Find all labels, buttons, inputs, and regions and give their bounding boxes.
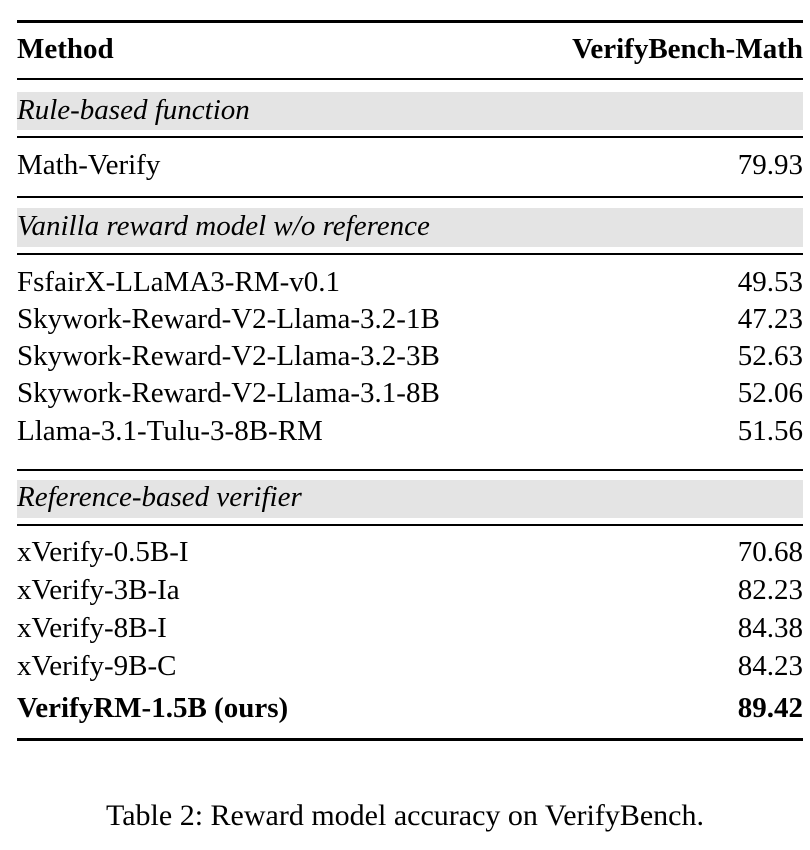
section-band (17, 92, 803, 130)
section-title: Reference-based verifier (17, 479, 803, 515)
score: 79.93 (737, 149, 803, 181)
method: VerifyRM-1.5B (ours) (17, 692, 289, 724)
header-score: VerifyBench-Math (572, 33, 803, 65)
section-rule (17, 136, 803, 138)
score: 82.23 (737, 574, 803, 606)
section-title: Rule-based function (17, 92, 803, 128)
header-rule (17, 78, 803, 80)
table-row: Llama-3.1-Tulu-3-8B-RM 51.56 (17, 413, 803, 449)
table-row: xVerify-8B-I 84.38 (17, 610, 803, 646)
table-row: FsfairX-LLaMA3-RM-v0.1 49.53 (17, 264, 803, 300)
table-row: xVerify-0.5B-I 70.68 (17, 534, 803, 570)
header-method: Method (17, 33, 114, 65)
score: 52.63 (737, 340, 803, 372)
section-title-text: Rule-based function (17, 94, 250, 126)
score: 89.42 (737, 692, 803, 724)
score: 49.53 (737, 266, 803, 298)
section-band (17, 208, 803, 247)
section-title-text: Vanilla reward model w/o reference (17, 210, 430, 242)
score: 84.23 (737, 650, 803, 682)
method: Llama-3.1-Tulu-3-8B-RM (17, 415, 323, 447)
method: Math-Verify (17, 149, 161, 181)
table-row: Skywork-Reward-V2-Llama-3.1-8B 52.06 (17, 375, 803, 411)
bottom-rule (17, 738, 803, 741)
section-band (17, 480, 803, 518)
table-row: Skywork-Reward-V2-Llama-3.2-3B 52.63 (17, 338, 803, 374)
method: FsfairX-LLaMA3-RM-v0.1 (17, 266, 340, 298)
table-row-ours: VerifyRM-1.5B (ours) 89.42 (17, 690, 803, 726)
table-header: Method VerifyBench-Math (17, 31, 803, 67)
method: Skywork-Reward-V2-Llama-3.1-8B (17, 377, 440, 409)
section-title-text: Reference-based verifier (17, 481, 302, 513)
method: xVerify-8B-I (17, 612, 167, 644)
score: 47.23 (737, 303, 803, 335)
table-row: Math-Verify 79.93 (17, 147, 803, 183)
table-row: Skywork-Reward-V2-Llama-3.2-1B 47.23 (17, 301, 803, 337)
method: xVerify-9B-C (17, 650, 177, 682)
score: 52.06 (737, 377, 803, 409)
section-title: Vanilla reward model w/o reference (17, 208, 803, 244)
table-row: xVerify-3B-Ia 82.23 (17, 572, 803, 608)
top-rule (17, 20, 803, 23)
method: Skywork-Reward-V2-Llama-3.2-1B (17, 303, 440, 335)
section-rule (17, 524, 803, 526)
score: 51.56 (737, 415, 803, 447)
section-rule (17, 469, 803, 471)
method: xVerify-0.5B-I (17, 536, 189, 568)
method: Skywork-Reward-V2-Llama-3.2-3B (17, 340, 440, 372)
table-row: xVerify-9B-C 84.23 (17, 648, 803, 684)
section-rule (17, 196, 803, 198)
section-rule (17, 253, 803, 255)
method: xVerify-3B-Ia (17, 574, 180, 606)
score: 84.38 (737, 612, 803, 644)
score: 70.68 (737, 536, 803, 568)
table-caption: Table 2: Reward model accuracy on Verify… (106, 799, 704, 832)
